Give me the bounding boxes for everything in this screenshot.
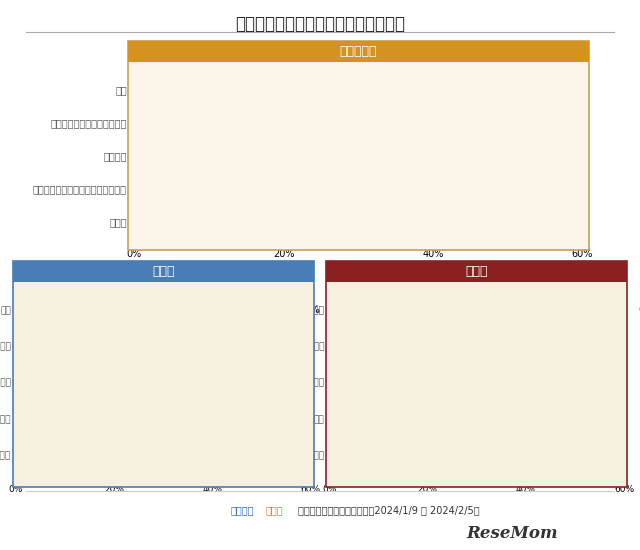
Bar xyxy=(16,301,291,320)
Text: 15%: 15% xyxy=(254,184,280,194)
Bar xyxy=(330,374,433,392)
Text: 中学生: 中学生 xyxy=(465,265,488,278)
Bar xyxy=(330,410,418,428)
Text: 62%: 62% xyxy=(639,305,640,315)
Text: 小学生: 小学生 xyxy=(152,265,175,278)
Text: 33%: 33% xyxy=(183,342,208,351)
Text: その他: その他 xyxy=(308,452,324,460)
Text: 21%: 21% xyxy=(438,378,463,388)
Text: 12%: 12% xyxy=(80,378,105,388)
Text: ない: ない xyxy=(314,415,324,424)
Text: 調べ（アンケート実施期間：2024/1/9 〜 2024/2/5）: 調べ（アンケート実施期間：2024/1/9 〜 2024/2/5） xyxy=(298,505,479,515)
Bar xyxy=(16,447,45,465)
Bar xyxy=(134,82,470,99)
Bar xyxy=(16,410,75,428)
Bar xyxy=(134,213,179,230)
Text: ReseMom: ReseMom xyxy=(466,525,558,542)
Bar xyxy=(134,148,291,164)
Bar xyxy=(330,338,550,356)
Bar xyxy=(330,447,354,465)
Bar xyxy=(16,374,75,392)
Bar xyxy=(16,338,178,356)
Text: その他: その他 xyxy=(109,217,127,227)
Text: おうちの人の職業を聞いてまとめる: おうちの人の職業を聞いてまとめる xyxy=(33,184,127,194)
Text: 56%: 56% xyxy=(296,305,321,315)
Text: なりたい職業について調べる: なりたい職業について調べる xyxy=(255,306,324,315)
Text: 職場体験: 職場体験 xyxy=(303,342,324,351)
Text: おうちの人の職業を聞いてまとめる: おうちの人の職業を聞いてまとめる xyxy=(0,378,11,388)
Text: 職場体験: 職場体験 xyxy=(0,415,11,424)
Text: キッズ: キッズ xyxy=(266,505,284,515)
Text: 6%: 6% xyxy=(51,451,68,461)
Text: 21%: 21% xyxy=(299,151,325,161)
Text: 45%: 45% xyxy=(556,342,580,351)
Bar xyxy=(330,301,634,320)
Text: 職場体験: 職場体験 xyxy=(104,151,127,161)
Text: 6%: 6% xyxy=(187,217,205,227)
Text: ニフティ: ニフティ xyxy=(230,505,254,515)
Text: 12%: 12% xyxy=(80,415,105,425)
Bar xyxy=(134,115,440,131)
Text: なりたい職業について調べる: なりたい職業について調べる xyxy=(0,342,11,351)
Bar xyxy=(134,181,246,197)
Text: 全体グラフ: 全体グラフ xyxy=(340,45,377,58)
Text: ない: ない xyxy=(115,86,127,96)
Text: 5%: 5% xyxy=(359,451,377,461)
Text: その他: その他 xyxy=(0,452,11,460)
Text: なりたい職業について調べる: なりたい職業について調べる xyxy=(51,118,127,128)
Text: 18%: 18% xyxy=(423,415,448,425)
Text: 41%: 41% xyxy=(448,118,475,128)
Text: 学校で職業について学ぶ授業はある？: 学校で職業について学ぶ授業はある？ xyxy=(235,15,405,34)
Text: おうちの人の職業を聞いてまとめる: おうちの人の職業を聞いてまとめる xyxy=(239,378,324,388)
Text: ない: ない xyxy=(1,306,11,315)
Text: 45%: 45% xyxy=(478,86,504,96)
